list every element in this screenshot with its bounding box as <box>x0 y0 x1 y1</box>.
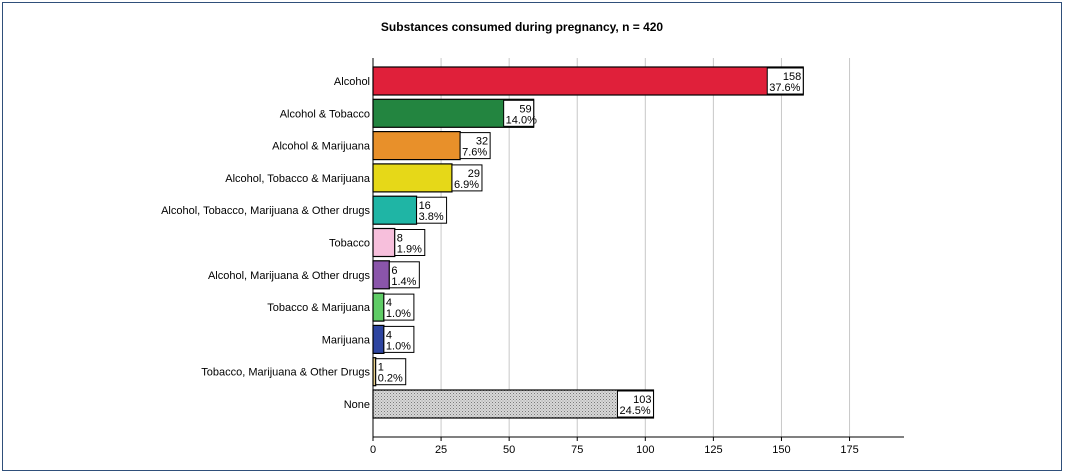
value-label-0: 158 <box>783 71 801 83</box>
percent-label-3: 6.9% <box>454 179 479 191</box>
category-label-5: Tobacco <box>329 238 370 250</box>
value-label-1: 59 <box>519 103 531 115</box>
percent-label-5: 1.9% <box>397 244 422 256</box>
category-label-4: Alcohol, Tobacco, Marijuana & Other drug… <box>161 205 370 217</box>
data-label-box-3 <box>451 164 483 192</box>
data-label-box-2 <box>459 132 491 160</box>
percent-label-1: 14.0% <box>506 114 537 126</box>
percent-label-8: 1.0% <box>386 340 411 352</box>
data-label-box-6 <box>388 261 420 289</box>
bar-5 <box>372 227 396 258</box>
category-label-2: Alcohol & Marijuana <box>272 141 371 153</box>
data-label-box-1 <box>503 99 535 127</box>
percent-label-10: 24.5% <box>619 405 650 417</box>
category-label-0: Alcohol <box>334 76 370 88</box>
x-tick-label-175: 175 <box>840 444 858 456</box>
x-tick-label-75: 75 <box>571 444 583 456</box>
percent-label-9: 0.2% <box>378 373 403 385</box>
percent-label-7: 1.0% <box>386 308 411 320</box>
percent-label-2: 7.6% <box>462 147 487 159</box>
x-tick-label-100: 100 <box>636 444 654 456</box>
value-label-3: 29 <box>468 168 480 180</box>
category-label-8: Marijuana <box>322 334 371 346</box>
percent-label-6: 1.4% <box>391 276 416 288</box>
percent-label-4: 3.8% <box>419 211 444 223</box>
category-label-10: None <box>344 399 370 411</box>
category-label-7: Tobacco & Marijuana <box>267 302 371 314</box>
category-label-1: Alcohol & Tobacco <box>280 108 370 120</box>
value-label-4: 16 <box>419 200 431 212</box>
category-label-6: Alcohol, Marijuana & Other drugs <box>208 270 371 282</box>
value-label-8: 4 <box>386 329 392 341</box>
value-label-9: 1 <box>378 362 384 374</box>
x-tick-label-125: 125 <box>704 444 722 456</box>
bar-0 <box>372 66 804 96</box>
x-tick-label-150: 150 <box>772 444 790 456</box>
data-label-box-5 <box>394 229 426 256</box>
percent-label-0: 37.6% <box>769 82 800 94</box>
bar-4 <box>372 195 418 225</box>
x-tick-label-50: 50 <box>503 444 515 456</box>
value-label-5: 8 <box>397 233 403 245</box>
bar-6 <box>372 260 390 290</box>
chart-title: Substances consumed during pregnancy, n … <box>381 20 664 34</box>
value-label-6: 6 <box>391 265 397 277</box>
x-tick-label-0: 0 <box>370 444 376 456</box>
bar-10 <box>372 389 655 419</box>
data-label-box-4 <box>416 196 448 224</box>
bar-7 <box>372 292 385 322</box>
bars: 15837.6%5914.0%327.6%296.9%163.8%81.9%61… <box>372 66 804 419</box>
bar-3 <box>372 163 453 193</box>
data-label-box-0 <box>766 67 804 95</box>
bar-2 <box>372 131 461 161</box>
bar-8 <box>372 324 385 354</box>
data-label-box-7 <box>383 293 415 321</box>
value-label-10: 103 <box>633 394 651 406</box>
category-label-9: Tobacco, Marijuana & Other Drugs <box>201 367 370 379</box>
value-label-7: 4 <box>386 297 392 309</box>
data-label-box-8 <box>383 325 415 353</box>
axes: Alcohol Alcohol & Tobacco Alcohol & Mariju… <box>161 58 904 456</box>
data-label-box-10 <box>616 390 654 418</box>
value-label-2: 32 <box>476 136 488 148</box>
category-label-3: Alcohol, Tobacco & Marijuana <box>225 173 371 185</box>
x-tick-label-25: 25 <box>435 444 447 456</box>
data-label-box-9 <box>375 358 407 386</box>
